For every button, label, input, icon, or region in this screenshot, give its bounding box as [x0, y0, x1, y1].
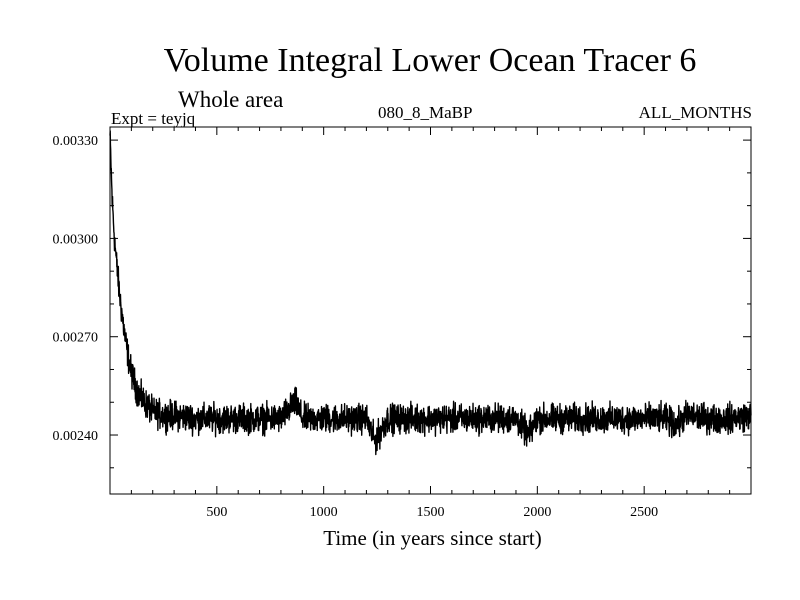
y-tick-label: 0.00300 [53, 232, 99, 247]
x-tick-label: 2500 [630, 505, 658, 520]
chart-subtitle: Whole area [178, 87, 284, 112]
series-line-tracer-6 [109, 130, 752, 456]
plot-frame [109, 126, 752, 495]
y-tick-label: 0.00270 [53, 331, 99, 346]
series-group [109, 130, 752, 456]
period-label: ALL_MONTHS [638, 103, 752, 122]
y-tick-label: 0.00240 [53, 429, 99, 444]
y-tick-label: 0.00330 [53, 134, 99, 149]
x-tick-label: 2000 [523, 505, 551, 520]
x-tick-label: 1500 [417, 505, 445, 520]
chart-title: Volume Integral Lower Ocean Tracer 6 [163, 42, 697, 79]
x-tick-label: 500 [206, 505, 227, 520]
x-tick-label: 1000 [310, 505, 338, 520]
x-axis-label: Time (in years since start) [323, 526, 542, 550]
axis-ticks: 500 1000 1500 2000 2500 0.00240 0.00270 0.00300… [53, 127, 751, 520]
experiment-label: Expt = teyjq [111, 109, 196, 128]
run-id-label: 080_8_MaBP [378, 103, 473, 122]
